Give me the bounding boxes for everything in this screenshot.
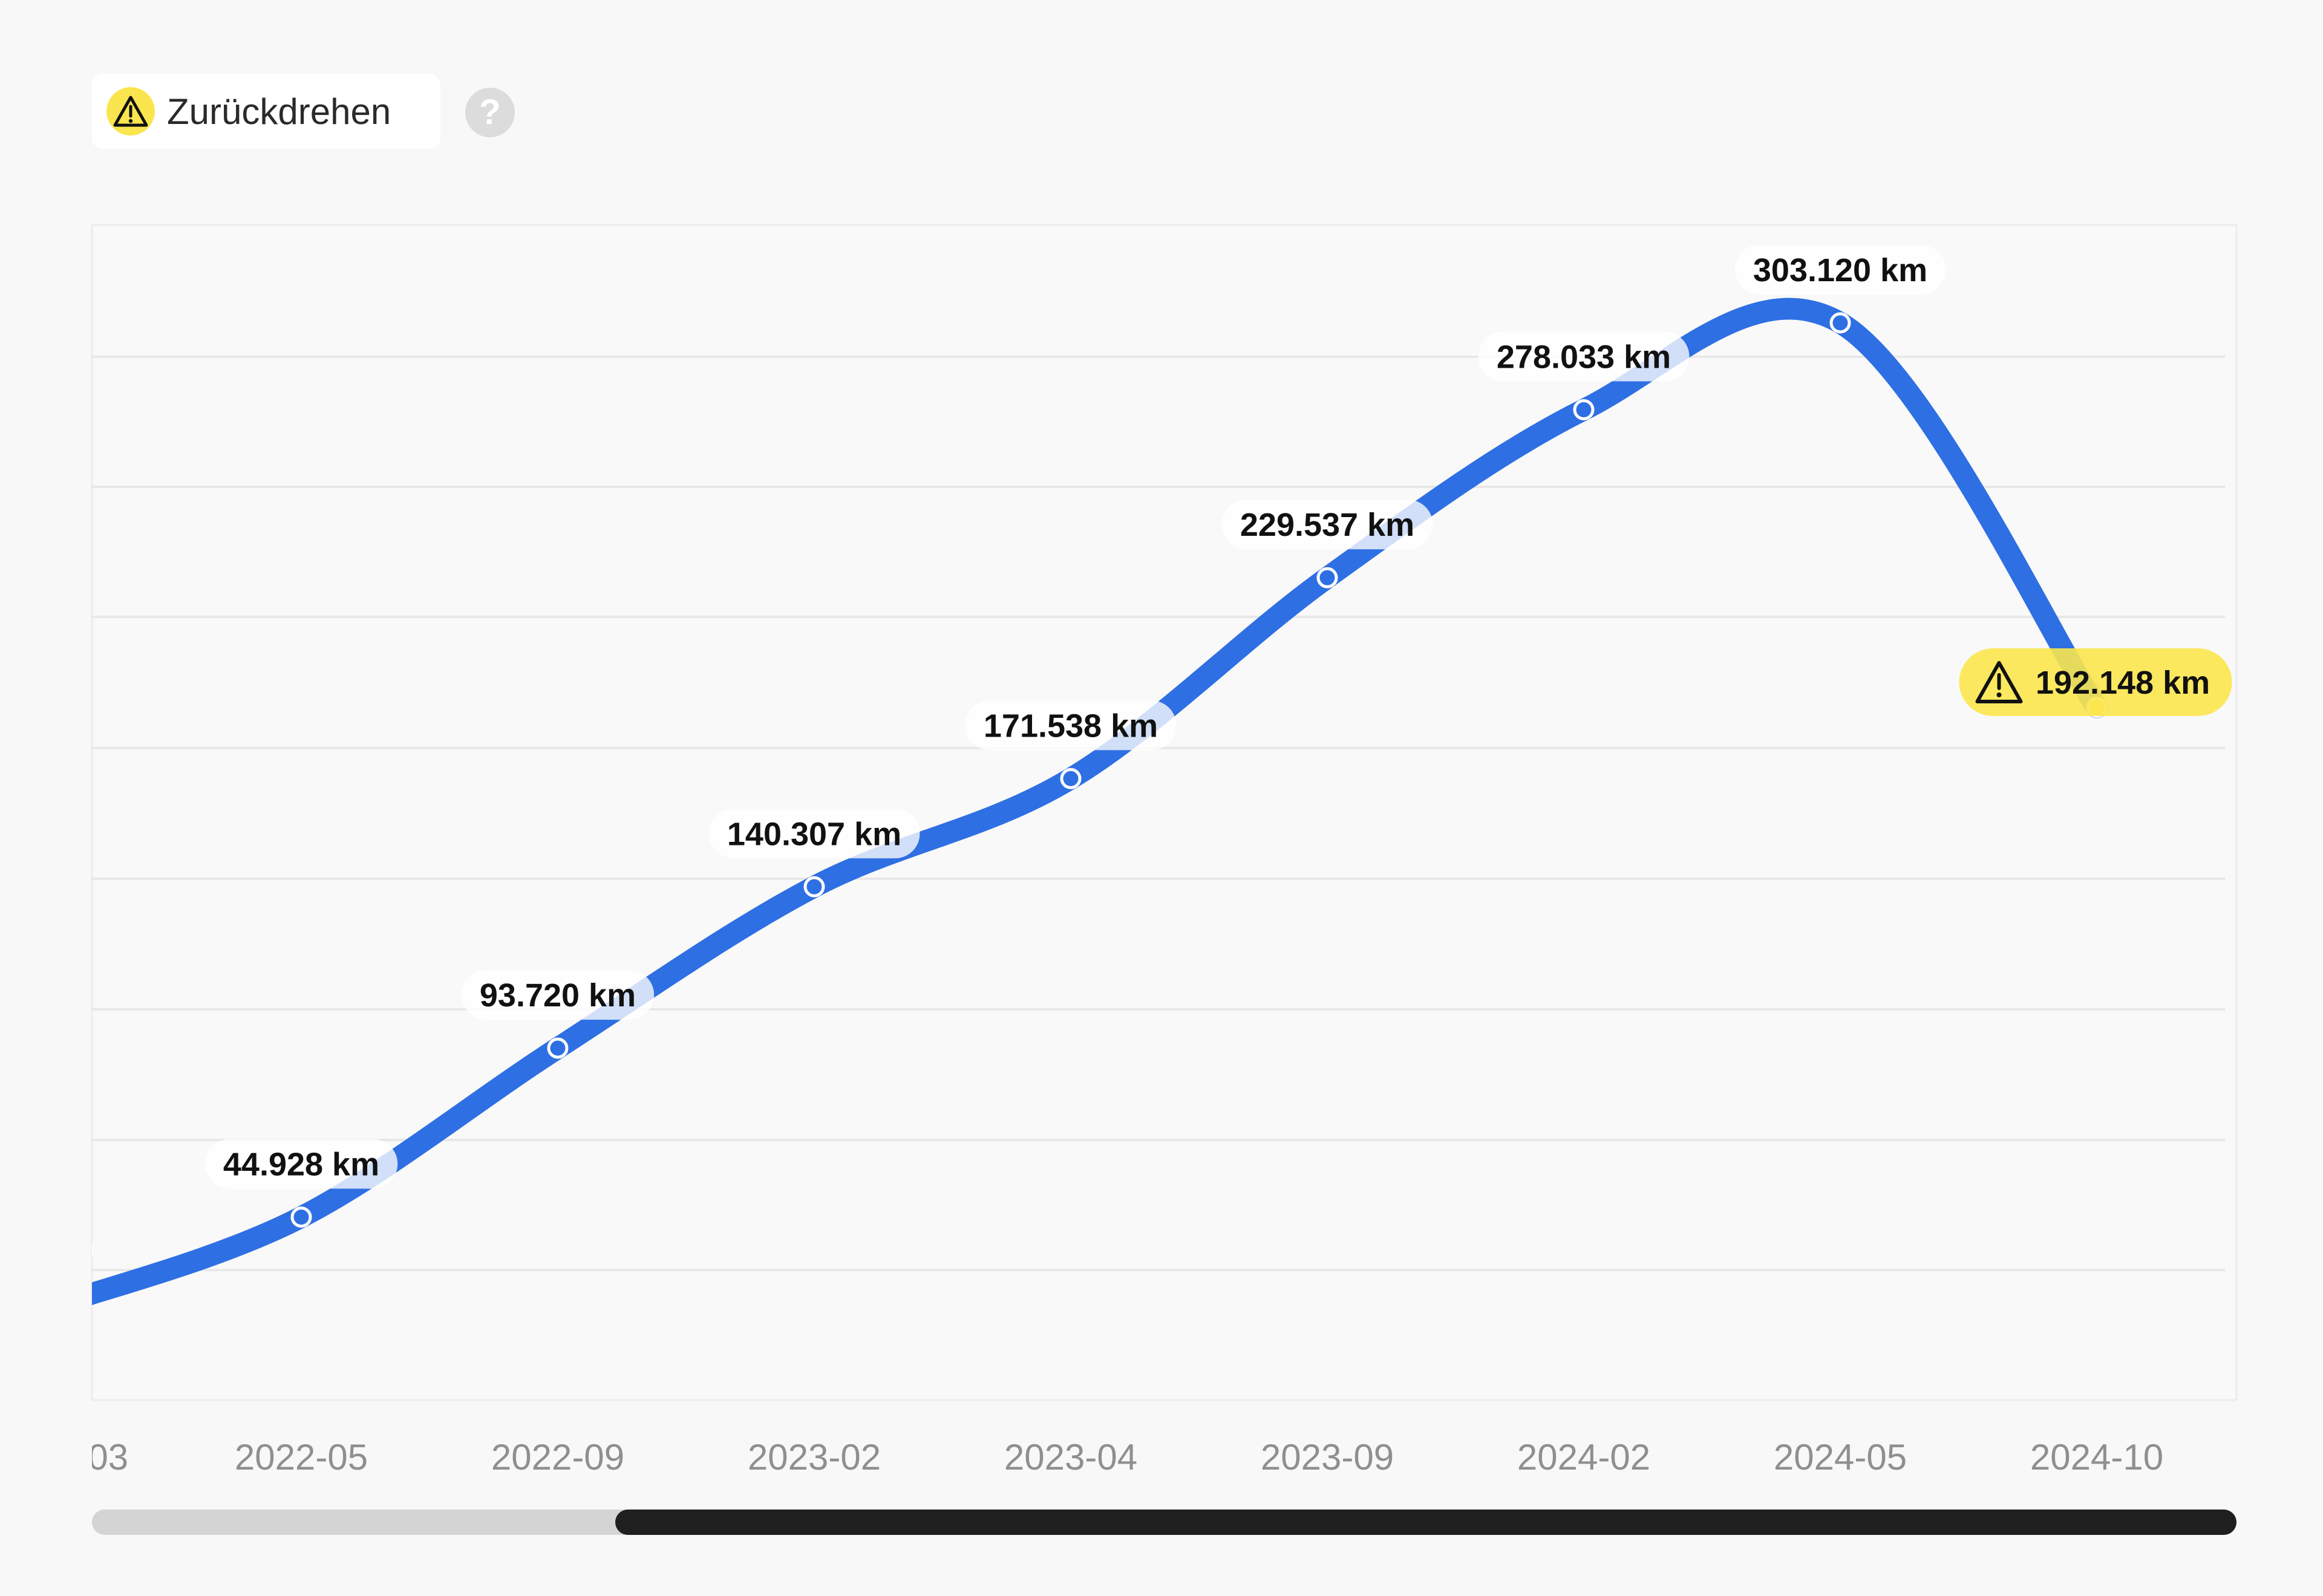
label-background — [1478, 331, 1690, 382]
plot-area — [91, 224, 2238, 1401]
data-point[interactable] — [1316, 567, 1338, 588]
x-tick-label: 2023-04 — [1004, 1437, 1137, 1477]
point-value-label: km — [38, 1233, 94, 1269]
point-value-label: 229.537 km — [1221, 500, 1433, 550]
x-tick-label: 2023-02 — [748, 1437, 881, 1477]
rollback-label: Zurückdrehen — [167, 91, 391, 132]
point-value-text: 278.033 km — [1497, 339, 1671, 376]
point-value-label: 93.720 km — [461, 970, 655, 1020]
label-background — [1734, 244, 1946, 295]
warning-icon — [1975, 661, 2023, 703]
warning-icon — [106, 87, 155, 135]
point-value-text: 140.307 km — [727, 816, 901, 852]
x-tick-label: 2024-05 — [1774, 1437, 1907, 1477]
data-point[interactable] — [547, 1037, 569, 1059]
point-value-text: 171.538 km — [984, 708, 1158, 744]
x-tick-label: 2022-09 — [491, 1437, 624, 1477]
chart-scrollbar-track[interactable] — [92, 1510, 2236, 1535]
point-value-label: 44.928 km — [204, 1139, 398, 1189]
point-value-label: 278.033 km — [1478, 331, 1690, 382]
point-value-label: 303.120 km — [1734, 244, 1946, 295]
label-background — [1221, 500, 1433, 550]
data-point[interactable] — [1829, 312, 1851, 334]
point-value-text: 192.148 km — [2036, 665, 2210, 701]
label-background — [204, 1139, 398, 1189]
warning-value-label: 192.148 km — [1959, 648, 2232, 716]
x-tick-label: 2024-10 — [2030, 1437, 2163, 1477]
x-tick-label: 2024-02 — [1517, 1437, 1650, 1477]
rollback-warning-badge[interactable]: Zurückdrehen — [92, 74, 440, 149]
label-background — [461, 970, 655, 1020]
x-tick-label: 2022-03 — [0, 1437, 128, 1477]
point-value-label: 171.538 km — [965, 700, 1177, 751]
data-point[interactable] — [290, 1206, 312, 1228]
help-icon[interactable]: ? — [465, 88, 515, 137]
point-value-text: 93.720 km — [480, 977, 636, 1014]
label-background — [708, 809, 920, 859]
data-point[interactable] — [803, 876, 825, 897]
data-point[interactable] — [1573, 399, 1595, 421]
point-value-text: 303.120 km — [1753, 252, 1927, 288]
label-background — [92, 1242, 94, 1259]
label-background — [965, 700, 1177, 751]
chart-scrollbar-thumb[interactable] — [615, 1510, 2236, 1535]
point-value-text: km — [38, 1233, 85, 1269]
point-value-text: 44.928 km — [223, 1146, 379, 1182]
point-value-text: 229.537 km — [1240, 507, 1414, 543]
x-tick-label: 2022-05 — [235, 1437, 368, 1477]
data-point[interactable] — [53, 1294, 71, 1312]
x-tick-label: 2023-09 — [1261, 1437, 1394, 1477]
x-axis-ticks: 2022-03 2022-05 2022-09 2023-02 2023-04 2023-… — [0, 1437, 2163, 1477]
data-point[interactable] — [1060, 767, 1082, 789]
label-background — [1959, 648, 2232, 716]
point-value-label: 140.307 km — [708, 809, 920, 859]
